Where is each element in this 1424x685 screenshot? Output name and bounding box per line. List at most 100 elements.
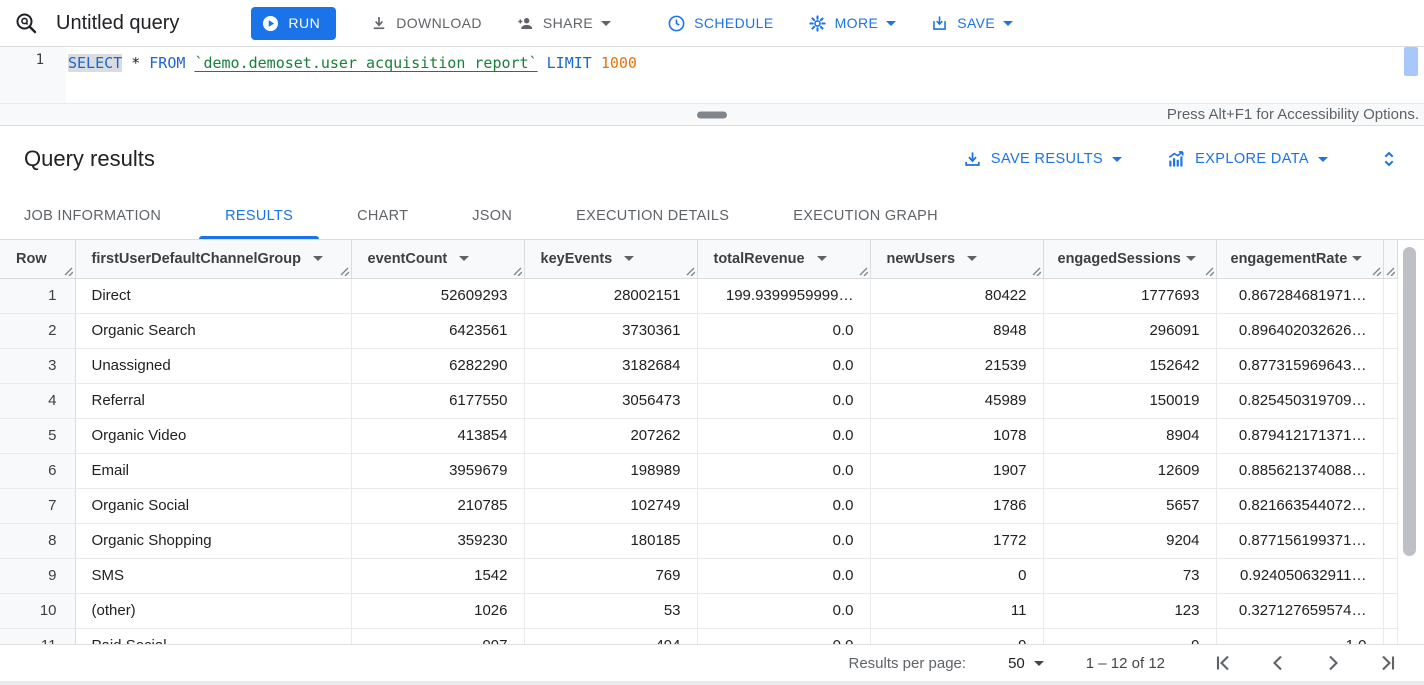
- column-resize-icon[interactable]: [686, 267, 695, 276]
- last-page-button[interactable]: [1376, 651, 1400, 675]
- page-range-label: 1 – 12 of 12: [1085, 654, 1165, 672]
- sort-caret-icon[interactable]: [312, 256, 323, 262]
- share-button[interactable]: SHARE: [516, 14, 612, 33]
- query-results-title: Query results: [24, 146, 155, 171]
- sort-caret-icon[interactable]: [1185, 256, 1196, 262]
- table-cell: 769: [524, 558, 698, 594]
- table-cell: 0.0: [697, 313, 871, 349]
- column-header-keyEvents[interactable]: keyEvents: [524, 240, 698, 279]
- column-header-newUsers[interactable]: newUsers: [870, 240, 1044, 279]
- sql-code-line[interactable]: SELECT * FROM `demo.demoset.user_acquisi…: [66, 47, 637, 103]
- save-button[interactable]: SAVE: [930, 14, 1014, 33]
- table-cell: 0.821663544072…: [1216, 488, 1384, 524]
- table-cell: 997: [351, 628, 525, 644]
- save-button-label: SAVE: [957, 15, 996, 31]
- sort-caret-icon[interactable]: [459, 256, 470, 262]
- column-label: Row: [16, 250, 47, 267]
- table-cell: 0.0: [697, 558, 871, 594]
- query-results-header: Query results SAVE RESULTS: [0, 126, 1424, 192]
- page-size-caret-icon: [1033, 660, 1044, 666]
- stub-cell: [1383, 313, 1398, 349]
- results-per-page-label: Results per page:: [848, 654, 967, 672]
- table-row: 9 SMS 1542 769 0.0 0 73 0.924050632911…: [0, 558, 1398, 594]
- more-gear-icon: [808, 14, 826, 32]
- more-dropdown-caret-icon: [886, 20, 897, 26]
- stub-cell: [1383, 278, 1398, 314]
- stub-cell: [1383, 523, 1398, 559]
- sort-caret-icon[interactable]: [624, 256, 635, 262]
- run-button[interactable]: RUN: [251, 6, 337, 40]
- tab-results[interactable]: RESULTS: [193, 192, 325, 239]
- download-button-label: DOWNLOAD: [396, 15, 482, 31]
- tab-job-information[interactable]: JOB INFORMATION: [24, 207, 162, 224]
- previous-page-button[interactable]: [1266, 651, 1290, 675]
- column-header-engagedSessions[interactable]: engagedSessions: [1043, 240, 1217, 279]
- row-number-cell: 3: [0, 348, 76, 384]
- table-cell: 0.885621374088…: [1216, 453, 1384, 489]
- download-button[interactable]: DOWNLOAD: [370, 14, 482, 32]
- save-results-icon: [965, 151, 980, 166]
- editor-scrollbar-thumb[interactable]: [1404, 47, 1418, 76]
- first-page-icon: [1216, 655, 1229, 671]
- column-resize-icon[interactable]: [64, 267, 73, 276]
- column-header-stub: [1383, 240, 1398, 279]
- page-size-select[interactable]: 50: [1008, 655, 1044, 672]
- stub-cell: [1383, 418, 1398, 454]
- row-number-cell: 10: [0, 593, 76, 629]
- sql-keyword-limit: LIMIT: [546, 54, 592, 72]
- save-dropdown-caret-icon: [1003, 20, 1014, 26]
- column-resize-icon[interactable]: [1205, 267, 1214, 276]
- column-resize-icon[interactable]: [1032, 267, 1041, 276]
- table-cell: 21539: [870, 348, 1044, 384]
- tab-execution-details[interactable]: EXECUTION DETAILS: [576, 207, 730, 224]
- table-cell: 123: [1043, 593, 1217, 629]
- sql-editor[interactable]: 1 SELECT * FROM `demo.demoset.user_acqui…: [0, 47, 1424, 103]
- sql-limit-value: 1000: [600, 54, 637, 72]
- column-header-row[interactable]: Row: [0, 240, 76, 279]
- column-resize-icon[interactable]: [859, 267, 868, 276]
- row-number-cell: 7: [0, 488, 76, 524]
- table-cell: 9204: [1043, 523, 1217, 559]
- tab-execution-graph[interactable]: EXECUTION GRAPH: [793, 207, 938, 224]
- sort-caret-icon[interactable]: [967, 256, 978, 262]
- table-cell: Organic Social: [75, 488, 352, 524]
- explore-data-icon: [1168, 151, 1184, 167]
- column-header-totalRevenue[interactable]: totalRevenue: [697, 240, 871, 279]
- column-label: eventCount: [367, 250, 448, 267]
- results-scrollbar-thumb[interactable]: [1403, 247, 1416, 556]
- table-cell: 28002151: [524, 278, 698, 314]
- column-resize-icon[interactable]: [1386, 267, 1395, 276]
- table-cell: 1907: [870, 453, 1044, 489]
- column-resize-icon[interactable]: [1372, 267, 1381, 276]
- sort-caret-icon[interactable]: [1352, 256, 1363, 262]
- table-cell: Direct: [75, 278, 352, 314]
- table-cell: 0.877156199371…: [1216, 523, 1384, 559]
- sql-table-reference[interactable]: `demo.demoset.user_acquisition_report`: [194, 54, 538, 72]
- table-cell: 73: [1043, 558, 1217, 594]
- table-cell: Organic Search: [75, 313, 352, 349]
- table-cell: Paid Social: [75, 628, 352, 644]
- table-cell: 6177550: [351, 383, 525, 419]
- column-header-firstUserDefaultChannelGroup[interactable]: firstUserDefaultChannelGroup: [75, 240, 352, 279]
- tab-chart[interactable]: CHART: [357, 207, 409, 224]
- tab-json[interactable]: JSON: [472, 207, 513, 224]
- column-header-eventCount[interactable]: eventCount: [351, 240, 525, 279]
- splitter-drag-handle[interactable]: [697, 111, 727, 118]
- first-page-button[interactable]: [1211, 651, 1235, 675]
- row-number-cell: 2: [0, 313, 76, 349]
- sql-keyword-select: SELECT: [68, 54, 123, 72]
- table-cell: Organic Video: [75, 418, 352, 454]
- save-results-label: SAVE RESULTS: [990, 151, 1104, 167]
- column-resize-icon[interactable]: [513, 267, 522, 276]
- column-header-engagementRate[interactable]: engagementRate: [1216, 240, 1384, 279]
- save-results-button[interactable]: SAVE RESULTS: [963, 150, 1123, 169]
- schedule-icon: [668, 15, 685, 31]
- more-button[interactable]: MORE: [808, 14, 897, 33]
- sort-caret-icon[interactable]: [816, 256, 827, 262]
- next-page-button[interactable]: [1321, 651, 1345, 675]
- collapse-results-button[interactable]: [1378, 148, 1400, 170]
- schedule-button[interactable]: SCHEDULE: [667, 14, 773, 33]
- explore-data-button[interactable]: EXPLORE DATA: [1166, 149, 1328, 169]
- column-resize-icon[interactable]: [340, 267, 349, 276]
- table-cell: 3959679: [351, 453, 525, 489]
